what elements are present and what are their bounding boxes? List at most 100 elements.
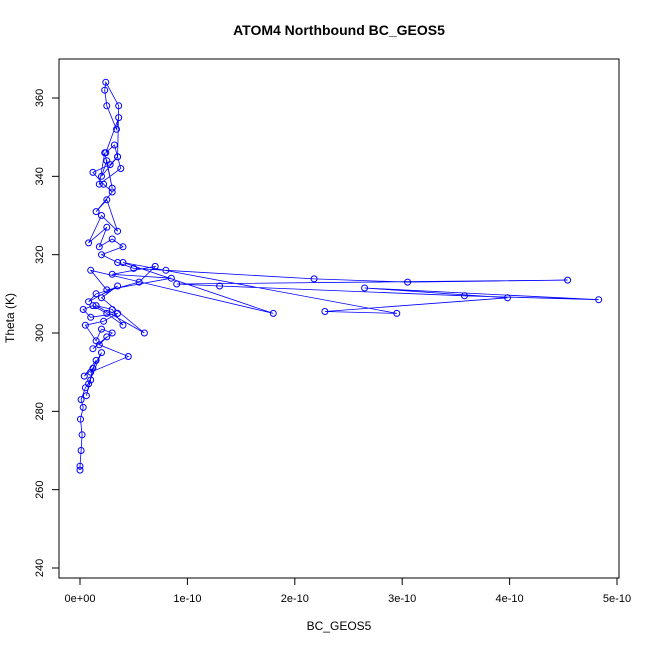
data-point xyxy=(461,292,468,300)
data-point xyxy=(76,466,84,474)
data-point xyxy=(135,278,143,286)
x-tick-label: 0e+00 xyxy=(65,593,96,605)
data-point xyxy=(76,462,84,470)
data-point xyxy=(321,308,329,315)
y-axis-label: Theta (K) xyxy=(3,293,17,343)
data-point xyxy=(85,239,93,247)
y-tick-label: 360 xyxy=(34,89,46,107)
data-point xyxy=(140,329,148,337)
y-tick-label: 240 xyxy=(34,559,46,577)
data-point xyxy=(85,380,93,388)
data-point xyxy=(108,306,116,313)
data-point xyxy=(92,290,100,298)
data-point xyxy=(79,403,87,411)
data-point xyxy=(89,345,97,353)
data-point xyxy=(595,296,603,304)
data-point xyxy=(130,264,138,272)
data-point xyxy=(98,212,105,219)
data-point xyxy=(81,321,89,329)
data-point xyxy=(95,180,103,188)
y-tick-label: 300 xyxy=(34,324,46,342)
data-point xyxy=(87,376,95,384)
data-point xyxy=(117,165,125,172)
data-point xyxy=(173,280,181,288)
data-point xyxy=(108,329,116,337)
data-point xyxy=(108,270,116,278)
data-point xyxy=(87,313,95,321)
data-point xyxy=(100,180,108,188)
y-tick-label: 320 xyxy=(34,245,46,263)
data-point xyxy=(115,114,123,122)
data-point xyxy=(564,276,572,284)
data-point xyxy=(82,392,90,400)
data-point xyxy=(77,415,84,423)
data-point xyxy=(89,168,97,176)
data-point xyxy=(167,274,175,282)
data-point xyxy=(103,286,111,294)
data-point xyxy=(103,333,111,341)
data-point xyxy=(162,266,170,274)
data-point xyxy=(114,227,122,235)
series-line xyxy=(79,81,599,471)
data-point xyxy=(103,223,111,231)
data-point xyxy=(92,356,100,364)
data-point xyxy=(78,431,86,439)
data-point xyxy=(95,243,103,251)
data-point xyxy=(108,184,116,192)
data-point xyxy=(79,306,87,313)
data-point xyxy=(98,294,105,302)
data-point xyxy=(85,298,93,306)
data-point xyxy=(102,78,110,86)
data-point xyxy=(92,208,100,216)
chart-title: ATOM4 Northbound BC_GEOS5 xyxy=(233,22,445,38)
x-tick-label: 4e-10 xyxy=(496,593,524,605)
data-point xyxy=(269,309,277,317)
data-point xyxy=(115,102,123,110)
data-point xyxy=(119,321,127,329)
data-point xyxy=(103,196,111,204)
data-point xyxy=(103,309,111,317)
data-point xyxy=(77,396,85,404)
x-tick-label: 2e-10 xyxy=(281,593,309,605)
data-point xyxy=(98,172,105,180)
y-tick-label: 260 xyxy=(34,480,46,498)
data-point xyxy=(404,278,412,286)
data-point xyxy=(98,325,105,333)
data-point xyxy=(119,243,127,251)
x-axis-label: BC_GEOS5 xyxy=(307,619,372,633)
data-point xyxy=(310,275,318,283)
x-axis: 0e+00 1e-10 2e-10 3e-10 4e-10 5e-10 xyxy=(65,577,631,605)
data-point xyxy=(361,284,369,292)
x-tick-label: 1e-10 xyxy=(173,593,201,605)
data-point xyxy=(108,188,116,196)
data-point xyxy=(100,317,108,325)
plot-series xyxy=(76,78,603,474)
data-point xyxy=(114,153,122,161)
data-point xyxy=(113,125,120,133)
data-point xyxy=(98,251,105,259)
data-point xyxy=(92,337,100,345)
data-point xyxy=(114,259,122,266)
y-tick-label: 340 xyxy=(34,167,46,185)
data-point xyxy=(77,447,85,454)
data-point xyxy=(80,372,88,380)
data-point xyxy=(110,141,118,149)
x-tick-label: 5e-10 xyxy=(603,593,631,605)
x-tick-label: 3e-10 xyxy=(388,593,416,605)
data-point xyxy=(114,309,122,317)
y-tick-label: 280 xyxy=(34,402,46,420)
data-point xyxy=(103,102,111,110)
data-point xyxy=(504,294,511,302)
data-point xyxy=(119,259,127,266)
data-point xyxy=(89,302,97,310)
data-point xyxy=(393,309,401,317)
y-axis: 240 260 280 300 320 340 360 xyxy=(34,89,60,577)
data-point xyxy=(89,364,97,372)
data-point xyxy=(216,282,224,290)
data-point xyxy=(151,262,159,270)
data-point xyxy=(103,157,111,165)
data-point xyxy=(108,235,116,243)
data-point xyxy=(101,86,109,94)
plot-frame xyxy=(58,58,620,579)
